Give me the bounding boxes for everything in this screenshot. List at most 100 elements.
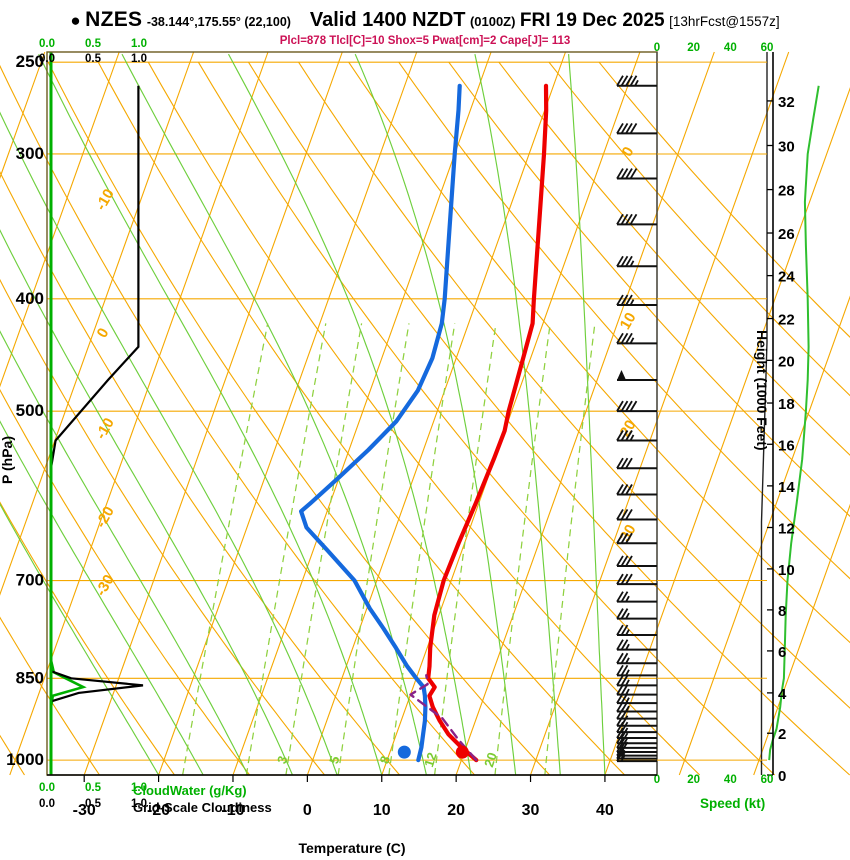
wind-barb	[616, 555, 657, 567]
height-tick-label: 10	[778, 562, 795, 579]
cloud-scale-bottom: 0.0 0.0 0.5 0.5 1.0 1.0	[39, 782, 147, 810]
wind-barbs	[616, 75, 657, 763]
cloudwater-legend: CloudWater (g/Kg)	[133, 783, 247, 798]
wind-barb	[616, 168, 657, 180]
surface-dewpoint-marker	[397, 745, 411, 759]
pressure-tick-label: 1000	[6, 750, 44, 769]
mixing-ratio-label: 3	[274, 754, 291, 766]
temperature-tick-label: -10	[221, 802, 244, 819]
height-tick-label: 24	[778, 269, 795, 286]
speed-scale-top: 0 20 40 60	[654, 42, 774, 54]
wind-barb	[616, 255, 657, 268]
wind-barb	[616, 457, 657, 470]
height-tick-label: 28	[778, 183, 795, 200]
temperature-tick-label: 20	[447, 802, 465, 819]
temperature-tick-label: 30	[522, 802, 540, 819]
height-tick-label: 4	[778, 686, 787, 703]
cloudwater-tick-label: 1.0	[131, 38, 147, 50]
cloudiness-legend: Grid-Scale Cloudiness	[133, 800, 272, 815]
dry-adiabat-label: 30	[617, 522, 640, 545]
pressure-tick-label: 500	[16, 401, 44, 420]
skewt-grid	[0, 51, 850, 776]
cloudiness-tick-label: 1.0	[131, 798, 147, 810]
temperature-tick-label: 40	[596, 802, 614, 819]
pressure-axis-title: P (hPa)	[0, 436, 15, 484]
speed-tick-label: 20	[687, 774, 700, 786]
wind-panel-frame	[760, 52, 768, 775]
cloudwater-tick-label: 0.0	[39, 38, 55, 50]
valid-time-utc: (0100Z)	[469, 14, 516, 29]
skewt-plot: 3 5 8 12 20 -10 0 -10 -20 -30 0 10 20 30	[0, 51, 850, 776]
page-title: ● NZES -38.144°,175.55° (22,100) Valid 1…	[0, 8, 850, 32]
sounding-traces	[299, 83, 549, 763]
valid-time: Valid 1400 NZDT	[309, 9, 466, 31]
height-tick-label: 6	[778, 644, 786, 661]
height-tick-label: 30	[778, 139, 795, 156]
cloudiness-tick-label: 1.0	[131, 53, 147, 65]
wind-barb	[616, 75, 657, 87]
forecast-hour: [13hrFcst@1557z]	[669, 14, 780, 29]
sounding-parameters: Plcl=878 Tlcl[C]=10 Shox=5 Pwat[cm]=2 Ca…	[279, 35, 571, 47]
cloudwater-tick-label: 1.0	[131, 782, 147, 794]
wind-barb	[616, 430, 657, 442]
trace-parcel	[409, 674, 478, 762]
temperature-axis-title: Temperature (C)	[298, 840, 405, 856]
wind-barb	[616, 122, 657, 135]
wind-barb	[616, 400, 657, 413]
wind-barb	[616, 508, 657, 521]
height-tick-label: 22	[778, 312, 795, 329]
wind-barb	[616, 750, 657, 763]
cloudiness-tick-label: 0.5	[85, 53, 102, 65]
dry-adiabat-label: -30	[92, 572, 118, 599]
mixing-ratio-label: 5	[326, 754, 343, 766]
cloud-scale-top: 0.0 0.0 0.5 0.5 1.0 1.0	[39, 38, 147, 65]
wind-barb	[617, 369, 657, 381]
dry-adiabat-label: -10	[92, 415, 118, 442]
height-tick-label: 8	[778, 603, 786, 620]
dry-adiabat-label: 20	[617, 417, 640, 440]
dry-adiabat-label: 10	[617, 310, 640, 333]
surface-temperature-marker	[455, 745, 469, 759]
pressure-tick-label: 400	[16, 289, 44, 308]
station-id: NZES	[85, 8, 143, 31]
speed-tick-label: 0	[654, 42, 660, 54]
temperature-tick-label: -30	[73, 802, 96, 819]
temperature-tick-label: -20	[147, 802, 170, 819]
wind-barb	[616, 294, 657, 307]
mixing-ratio-label: 12	[421, 751, 440, 769]
wind-speed-trace	[768, 85, 820, 761]
station-coordinates: -38.144°,175.55° (22,100)	[146, 15, 291, 29]
height-tick-label: 12	[778, 521, 795, 538]
dry-adiabat-label: -20	[92, 504, 118, 531]
wind-barb	[616, 573, 657, 586]
mixing-ratio-labels: 3 5 8 12 20	[274, 751, 500, 769]
cloud-profiles	[49, 52, 144, 775]
speed-tick-label: 40	[724, 774, 737, 786]
pressure-tick-label: 700	[16, 571, 44, 590]
pressure-axis: 250 300 400 500 700 850 1000 P (hPa)	[0, 52, 44, 769]
pressure-tick-label: 300	[16, 144, 44, 163]
valid-date: FRI 19 Dec 2025	[519, 10, 665, 31]
speed-scale-bottom: 0 20 40 60	[654, 774, 774, 786]
height-tick-label: 0	[778, 768, 786, 785]
height-tick-label: 26	[778, 226, 795, 243]
cloudiness-tick-label: 0.0	[39, 53, 55, 65]
height-tick-label: 32	[778, 94, 795, 111]
trace-dewpoint	[299, 83, 462, 763]
wind-barb	[616, 484, 657, 496]
temperature-axis: -30 -20 -10 0 10 20 30 40 Temperature (C)	[47, 774, 657, 856]
cloudiness-tick-label: 0.0	[39, 798, 55, 810]
temperature-tick-label: 0	[303, 802, 312, 819]
speed-tick-label: 20	[687, 42, 700, 54]
height-axis-title: Height (1000 Feet)	[754, 330, 770, 451]
dry-adiabat-label: 0	[619, 144, 638, 160]
wind-barb	[616, 608, 657, 620]
cloudwater-tick-label: 0.5	[85, 38, 102, 50]
trace-temperature	[426, 83, 549, 763]
speed-axis-title: Speed (kt)	[700, 796, 766, 811]
cloudwater-tick-label: 0.5	[85, 782, 102, 794]
cloudiness-tick-label: 0.5	[85, 798, 102, 810]
speed-tick-label: 40	[724, 42, 737, 54]
